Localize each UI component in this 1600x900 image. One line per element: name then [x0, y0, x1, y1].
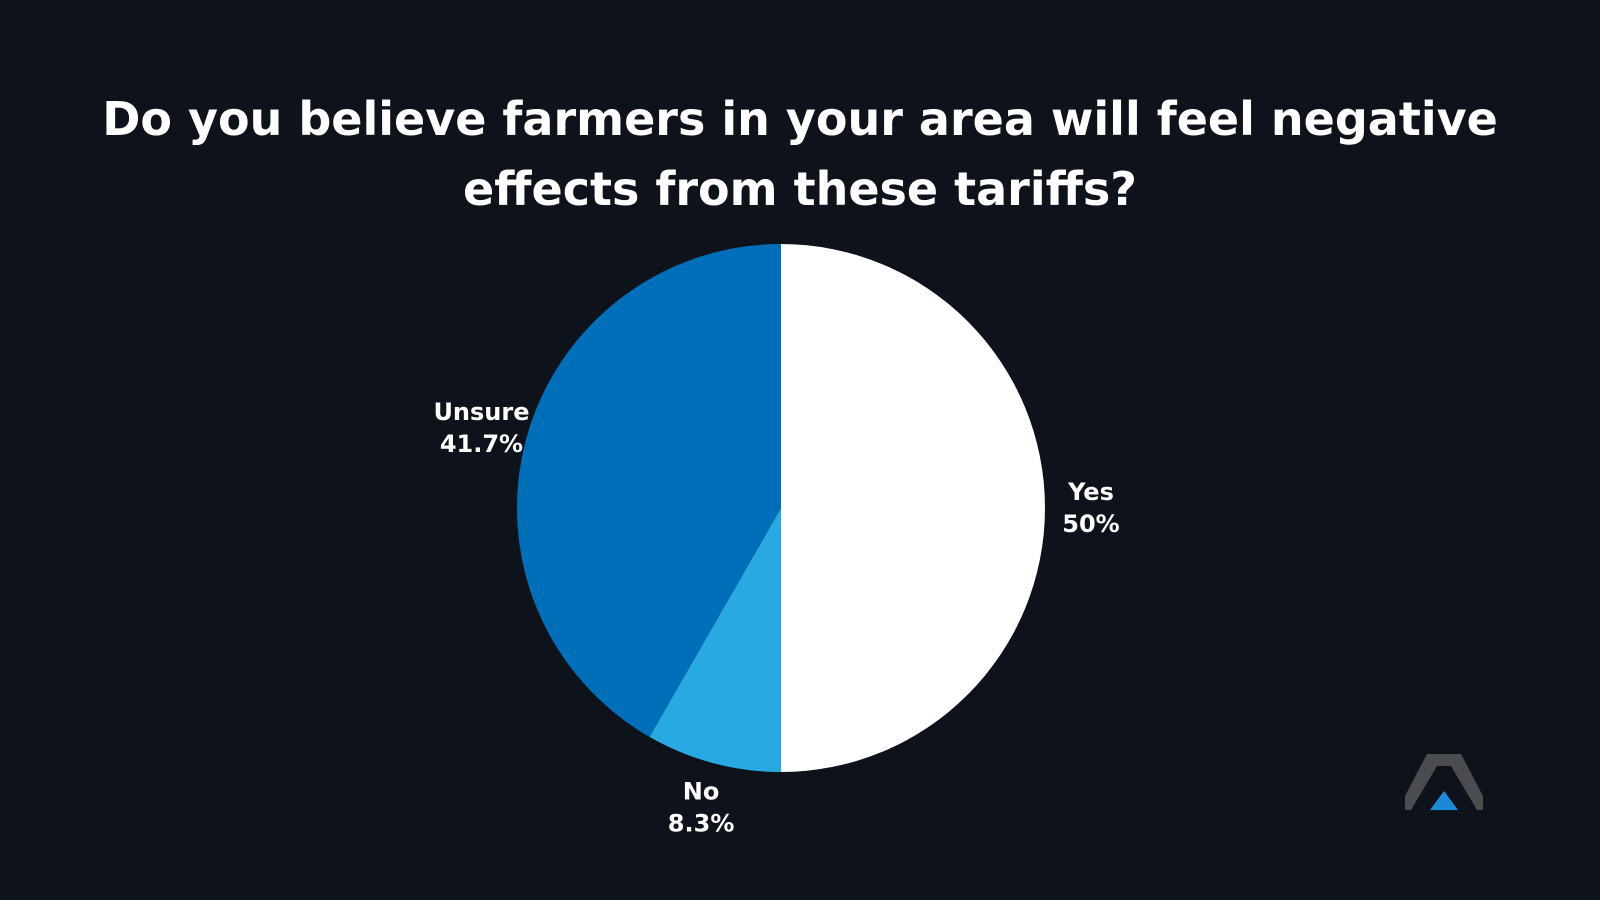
- slice-label-unsure: Unsure 41.7%: [433, 398, 529, 458]
- slice-name: Unsure: [433, 398, 529, 426]
- slice-value: 50%: [1062, 510, 1119, 538]
- slice-value: 8.3%: [668, 810, 735, 838]
- slice-label-no: No 8.3%: [668, 778, 735, 838]
- pie-slice-yes: [781, 244, 1045, 772]
- pie-slice-unsure: [517, 244, 781, 737]
- slice-label-yes: Yes 50%: [1062, 478, 1119, 538]
- pie-slice-no: [649, 508, 781, 772]
- pie-slices: [517, 244, 1045, 772]
- chart-title: Do you believe farmers in your area will…: [102, 92, 1498, 216]
- slice-value: 41.7%: [440, 430, 523, 458]
- logo-triangle: [1430, 791, 1458, 810]
- logo-chevron: [1405, 754, 1483, 810]
- slice-name: Yes: [1067, 478, 1114, 506]
- slice-name: No: [683, 778, 720, 806]
- peak-logo-icon: [1405, 754, 1483, 810]
- slice-labels: Yes 50% No 8.3% Unsure 41.7%: [433, 398, 1119, 837]
